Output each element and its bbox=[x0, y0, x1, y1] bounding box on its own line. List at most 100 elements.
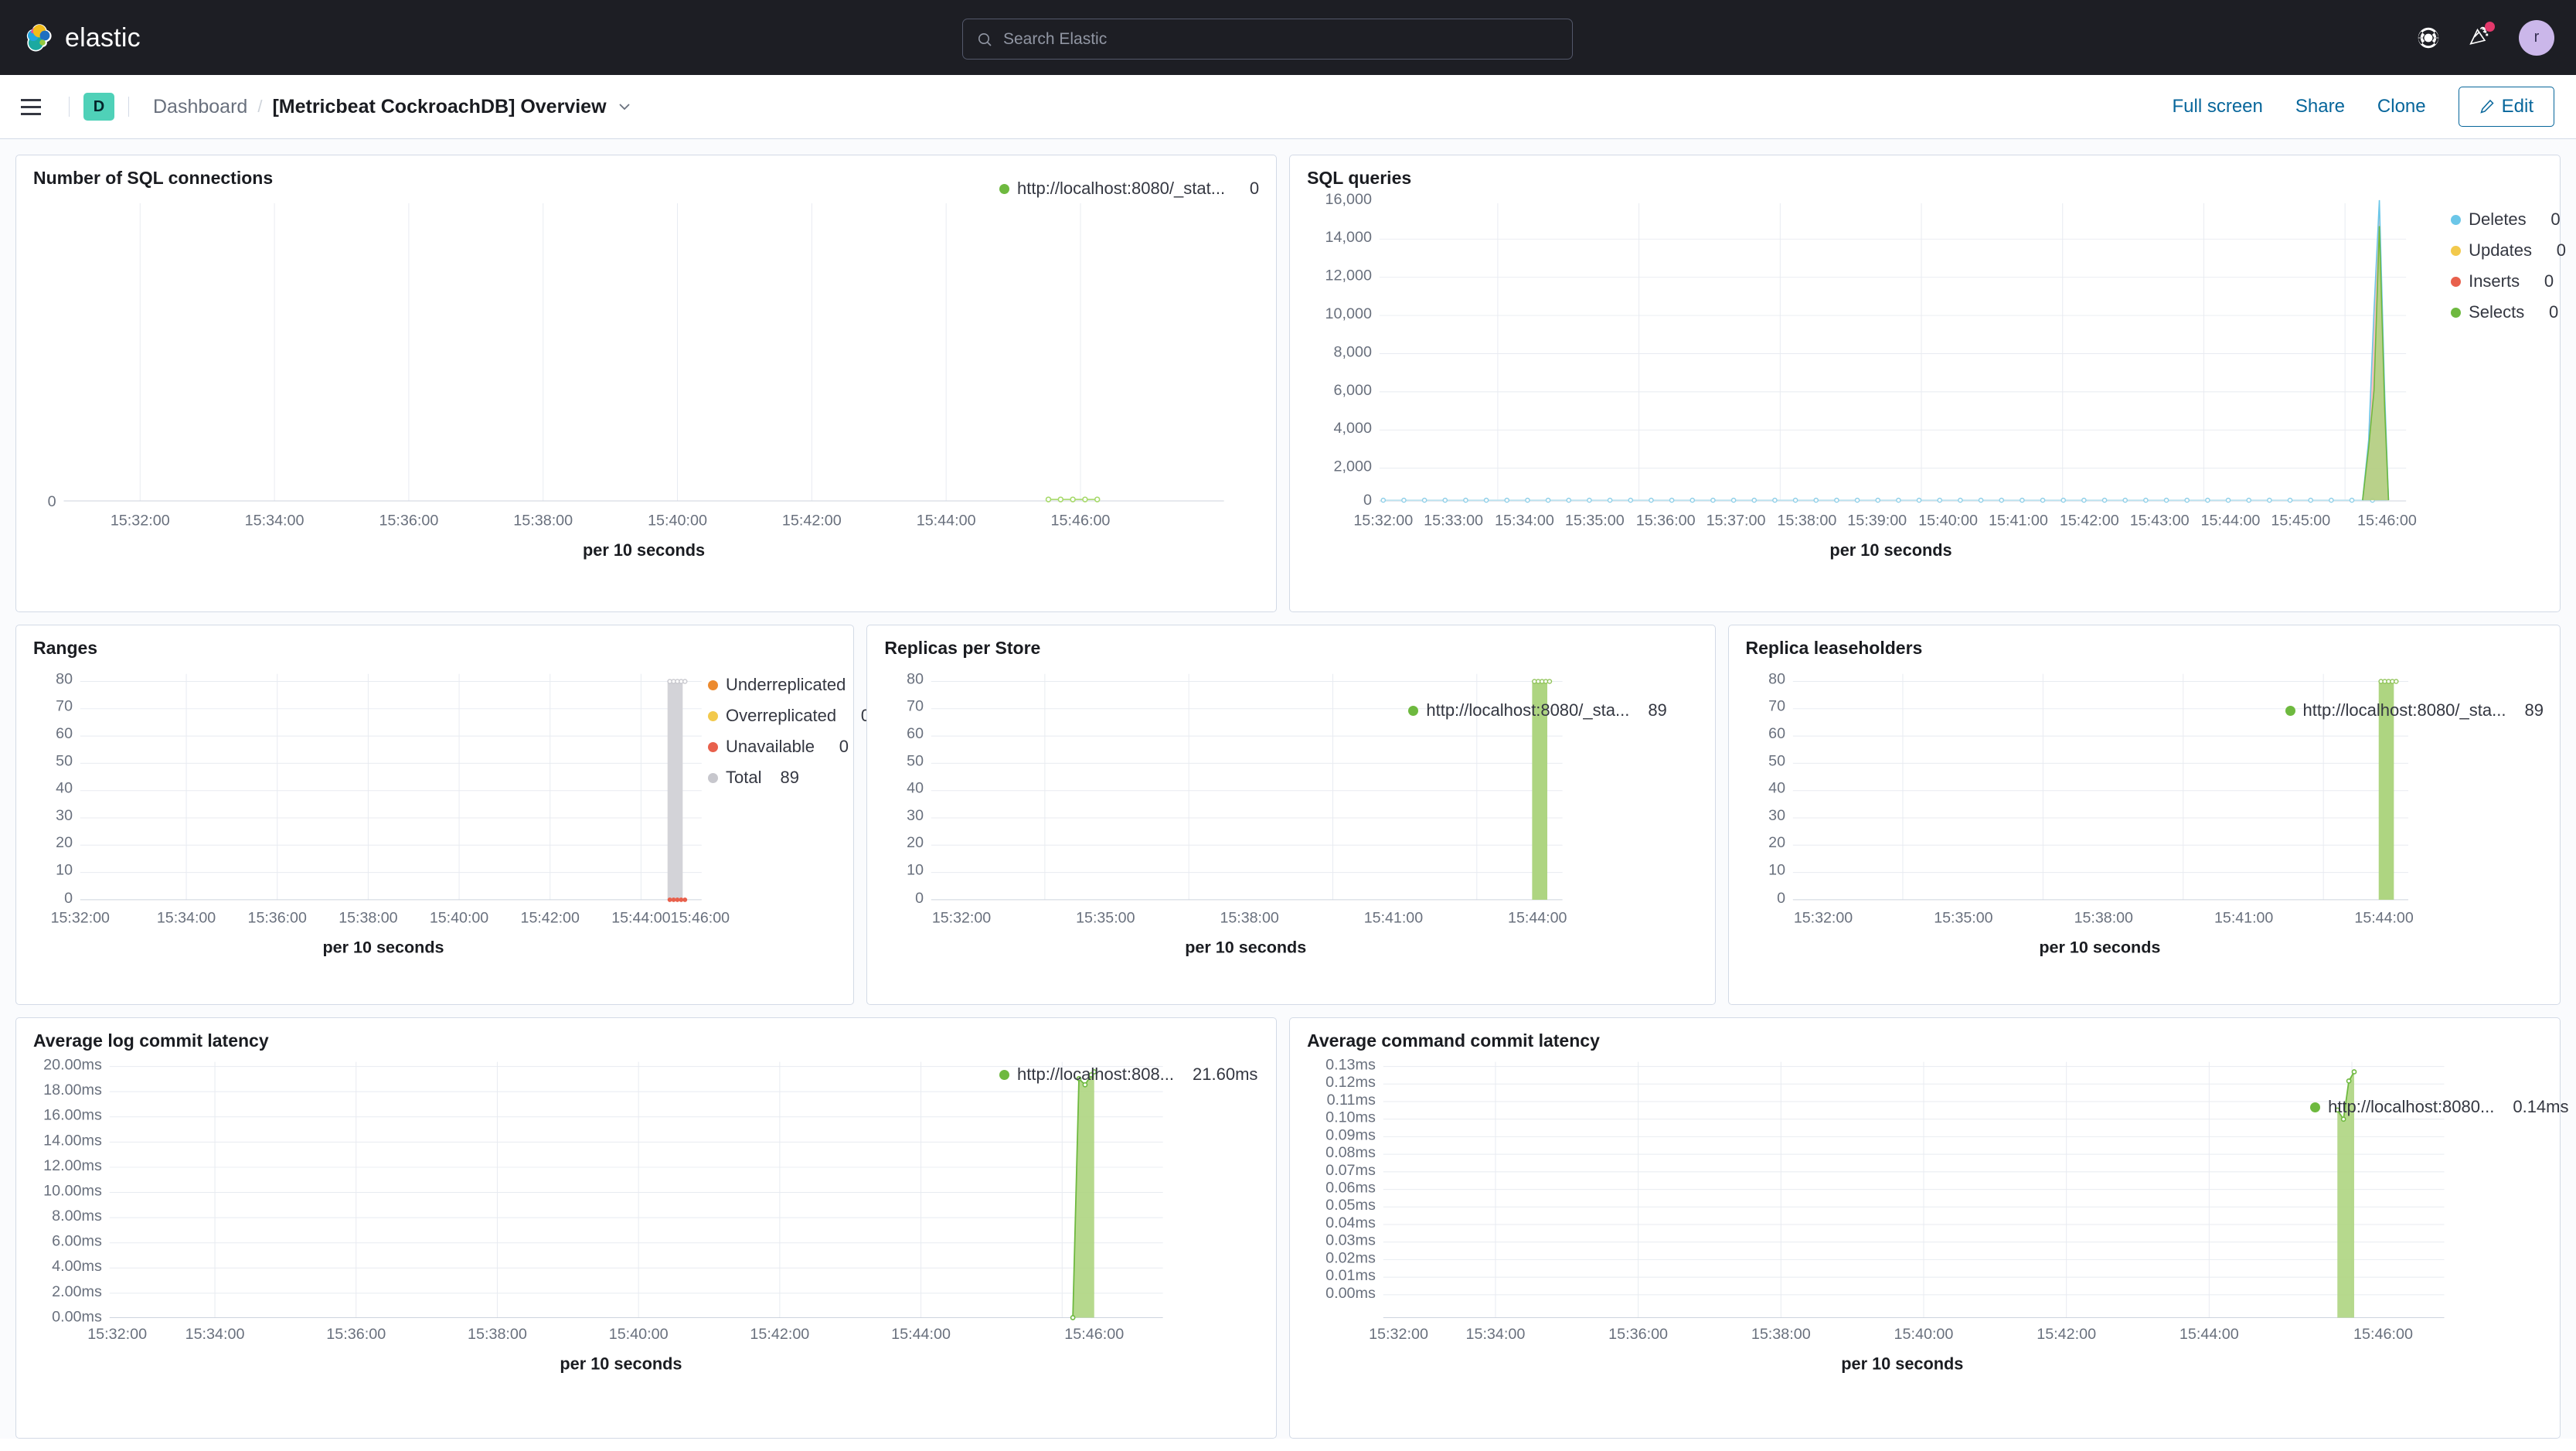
svg-text:15:44:00: 15:44:00 bbox=[2201, 513, 2261, 530]
svg-text:15:44:00: 15:44:00 bbox=[2180, 1326, 2239, 1343]
svg-text:20: 20 bbox=[907, 834, 924, 851]
svg-text:15:32:00: 15:32:00 bbox=[111, 513, 170, 530]
svg-text:40: 40 bbox=[1768, 780, 1785, 797]
svg-text:15:40:00: 15:40:00 bbox=[1894, 1326, 1954, 1343]
svg-text:40: 40 bbox=[907, 780, 924, 797]
svg-text:15:41:00: 15:41:00 bbox=[2214, 909, 2273, 926]
svg-text:6.00ms: 6.00ms bbox=[52, 1233, 102, 1250]
svg-text:10: 10 bbox=[907, 862, 924, 879]
svg-text:4,000: 4,000 bbox=[1334, 420, 1372, 437]
svg-text:15:44:00: 15:44:00 bbox=[2354, 909, 2413, 926]
svg-text:0.08ms: 0.08ms bbox=[1325, 1144, 1376, 1161]
svg-text:2.00ms: 2.00ms bbox=[52, 1283, 102, 1300]
svg-text:15:34:00: 15:34:00 bbox=[245, 513, 305, 530]
svg-text:50: 50 bbox=[56, 752, 73, 769]
svg-text:60: 60 bbox=[907, 725, 924, 742]
svg-text:15:36:00: 15:36:00 bbox=[326, 1326, 386, 1343]
svg-text:15:34:00: 15:34:00 bbox=[185, 1326, 245, 1343]
svg-text:15:36:00: 15:36:00 bbox=[1636, 513, 1696, 530]
svg-text:12,000: 12,000 bbox=[1325, 267, 1372, 284]
svg-text:15:32:00: 15:32:00 bbox=[87, 1326, 147, 1343]
svg-text:15:36:00: 15:36:00 bbox=[1608, 1326, 1668, 1343]
svg-text:14,000: 14,000 bbox=[1325, 229, 1372, 246]
svg-text:70: 70 bbox=[907, 698, 924, 715]
svg-text:0.04ms: 0.04ms bbox=[1325, 1214, 1376, 1231]
svg-text:15:43:00: 15:43:00 bbox=[2130, 513, 2190, 530]
svg-text:0.03ms: 0.03ms bbox=[1325, 1232, 1376, 1249]
svg-text:0: 0 bbox=[48, 493, 56, 510]
svg-text:14.00ms: 14.00ms bbox=[43, 1132, 102, 1149]
svg-text:2,000: 2,000 bbox=[1334, 458, 1372, 475]
svg-text:18.00ms: 18.00ms bbox=[43, 1081, 102, 1098]
svg-text:0.02ms: 0.02ms bbox=[1325, 1249, 1376, 1266]
svg-text:60: 60 bbox=[56, 725, 73, 742]
svg-text:10.00ms: 10.00ms bbox=[43, 1182, 102, 1199]
svg-text:per 10 seconds: per 10 seconds bbox=[322, 938, 444, 957]
svg-text:15:34:00: 15:34:00 bbox=[157, 909, 216, 926]
svg-text:15:38:00: 15:38:00 bbox=[1220, 909, 1279, 926]
svg-text:15:36:00: 15:36:00 bbox=[248, 909, 307, 926]
svg-text:12.00ms: 12.00ms bbox=[43, 1157, 102, 1174]
svg-text:0: 0 bbox=[1363, 492, 1372, 509]
svg-text:15:45:00: 15:45:00 bbox=[2271, 513, 2330, 530]
svg-text:70: 70 bbox=[1768, 698, 1785, 715]
svg-text:15:32:00: 15:32:00 bbox=[932, 909, 991, 926]
svg-text:40: 40 bbox=[56, 780, 73, 797]
svg-text:0: 0 bbox=[64, 890, 73, 907]
svg-text:30: 30 bbox=[907, 807, 924, 824]
svg-text:50: 50 bbox=[907, 752, 924, 769]
svg-text:0.00ms: 0.00ms bbox=[52, 1308, 102, 1325]
svg-text:15:46:00: 15:46:00 bbox=[2353, 1326, 2413, 1343]
svg-text:15:44:00: 15:44:00 bbox=[1508, 909, 1567, 926]
svg-text:per 10 seconds: per 10 seconds bbox=[560, 1354, 682, 1374]
svg-text:15:35:00: 15:35:00 bbox=[1565, 513, 1625, 530]
svg-text:30: 30 bbox=[56, 807, 73, 824]
svg-text:15:35:00: 15:35:00 bbox=[1077, 909, 1135, 926]
svg-text:15:46:00: 15:46:00 bbox=[1064, 1326, 1124, 1343]
svg-text:15:41:00: 15:41:00 bbox=[1364, 909, 1423, 926]
svg-text:0.01ms: 0.01ms bbox=[1325, 1267, 1376, 1284]
svg-text:0.12ms: 0.12ms bbox=[1325, 1074, 1376, 1091]
svg-text:0.06ms: 0.06ms bbox=[1325, 1180, 1376, 1197]
svg-text:15:44:00: 15:44:00 bbox=[917, 513, 976, 530]
svg-text:0.09ms: 0.09ms bbox=[1325, 1126, 1376, 1143]
svg-text:15:38:00: 15:38:00 bbox=[339, 909, 397, 926]
svg-text:15:34:00: 15:34:00 bbox=[1495, 513, 1554, 530]
svg-text:15:33:00: 15:33:00 bbox=[1424, 513, 1483, 530]
svg-text:8.00ms: 8.00ms bbox=[52, 1207, 102, 1224]
svg-text:0: 0 bbox=[915, 890, 924, 907]
svg-text:10: 10 bbox=[56, 862, 73, 879]
svg-text:20: 20 bbox=[56, 834, 73, 851]
svg-text:80: 80 bbox=[1768, 670, 1785, 687]
svg-text:4.00ms: 4.00ms bbox=[52, 1258, 102, 1275]
svg-text:30: 30 bbox=[1768, 807, 1785, 824]
svg-text:15:44:00: 15:44:00 bbox=[611, 909, 670, 926]
svg-text:15:42:00: 15:42:00 bbox=[521, 909, 580, 926]
svg-text:0.05ms: 0.05ms bbox=[1325, 1197, 1376, 1214]
svg-text:0.00ms: 0.00ms bbox=[1325, 1285, 1376, 1302]
svg-text:80: 80 bbox=[907, 670, 924, 687]
svg-text:15:42:00: 15:42:00 bbox=[750, 1326, 809, 1343]
svg-text:15:42:00: 15:42:00 bbox=[782, 513, 842, 530]
svg-text:0.11ms: 0.11ms bbox=[1327, 1092, 1376, 1109]
svg-text:per 10 seconds: per 10 seconds bbox=[583, 540, 705, 560]
svg-text:per 10 seconds: per 10 seconds bbox=[1186, 938, 1307, 957]
svg-text:15:36:00: 15:36:00 bbox=[379, 513, 438, 530]
svg-text:15:32:00: 15:32:00 bbox=[1369, 1326, 1428, 1343]
svg-text:50: 50 bbox=[1768, 752, 1785, 769]
svg-text:15:40:00: 15:40:00 bbox=[430, 909, 488, 926]
svg-text:per 10 seconds: per 10 seconds bbox=[1841, 1354, 1963, 1374]
svg-text:10,000: 10,000 bbox=[1325, 305, 1372, 322]
svg-text:15:46:00: 15:46:00 bbox=[671, 909, 730, 926]
svg-text:15:38:00: 15:38:00 bbox=[468, 1326, 527, 1343]
svg-text:per 10 seconds: per 10 seconds bbox=[1830, 540, 1952, 560]
svg-text:0.07ms: 0.07ms bbox=[1325, 1162, 1376, 1179]
svg-text:15:32:00: 15:32:00 bbox=[51, 909, 110, 926]
svg-text:80: 80 bbox=[56, 670, 73, 687]
svg-text:20: 20 bbox=[1768, 834, 1785, 851]
svg-text:15:42:00: 15:42:00 bbox=[2060, 513, 2119, 530]
svg-text:0.10ms: 0.10ms bbox=[1325, 1109, 1376, 1126]
svg-text:0: 0 bbox=[1777, 890, 1785, 907]
svg-text:15:38:00: 15:38:00 bbox=[513, 513, 573, 530]
svg-text:per 10 seconds: per 10 seconds bbox=[2039, 938, 2160, 957]
